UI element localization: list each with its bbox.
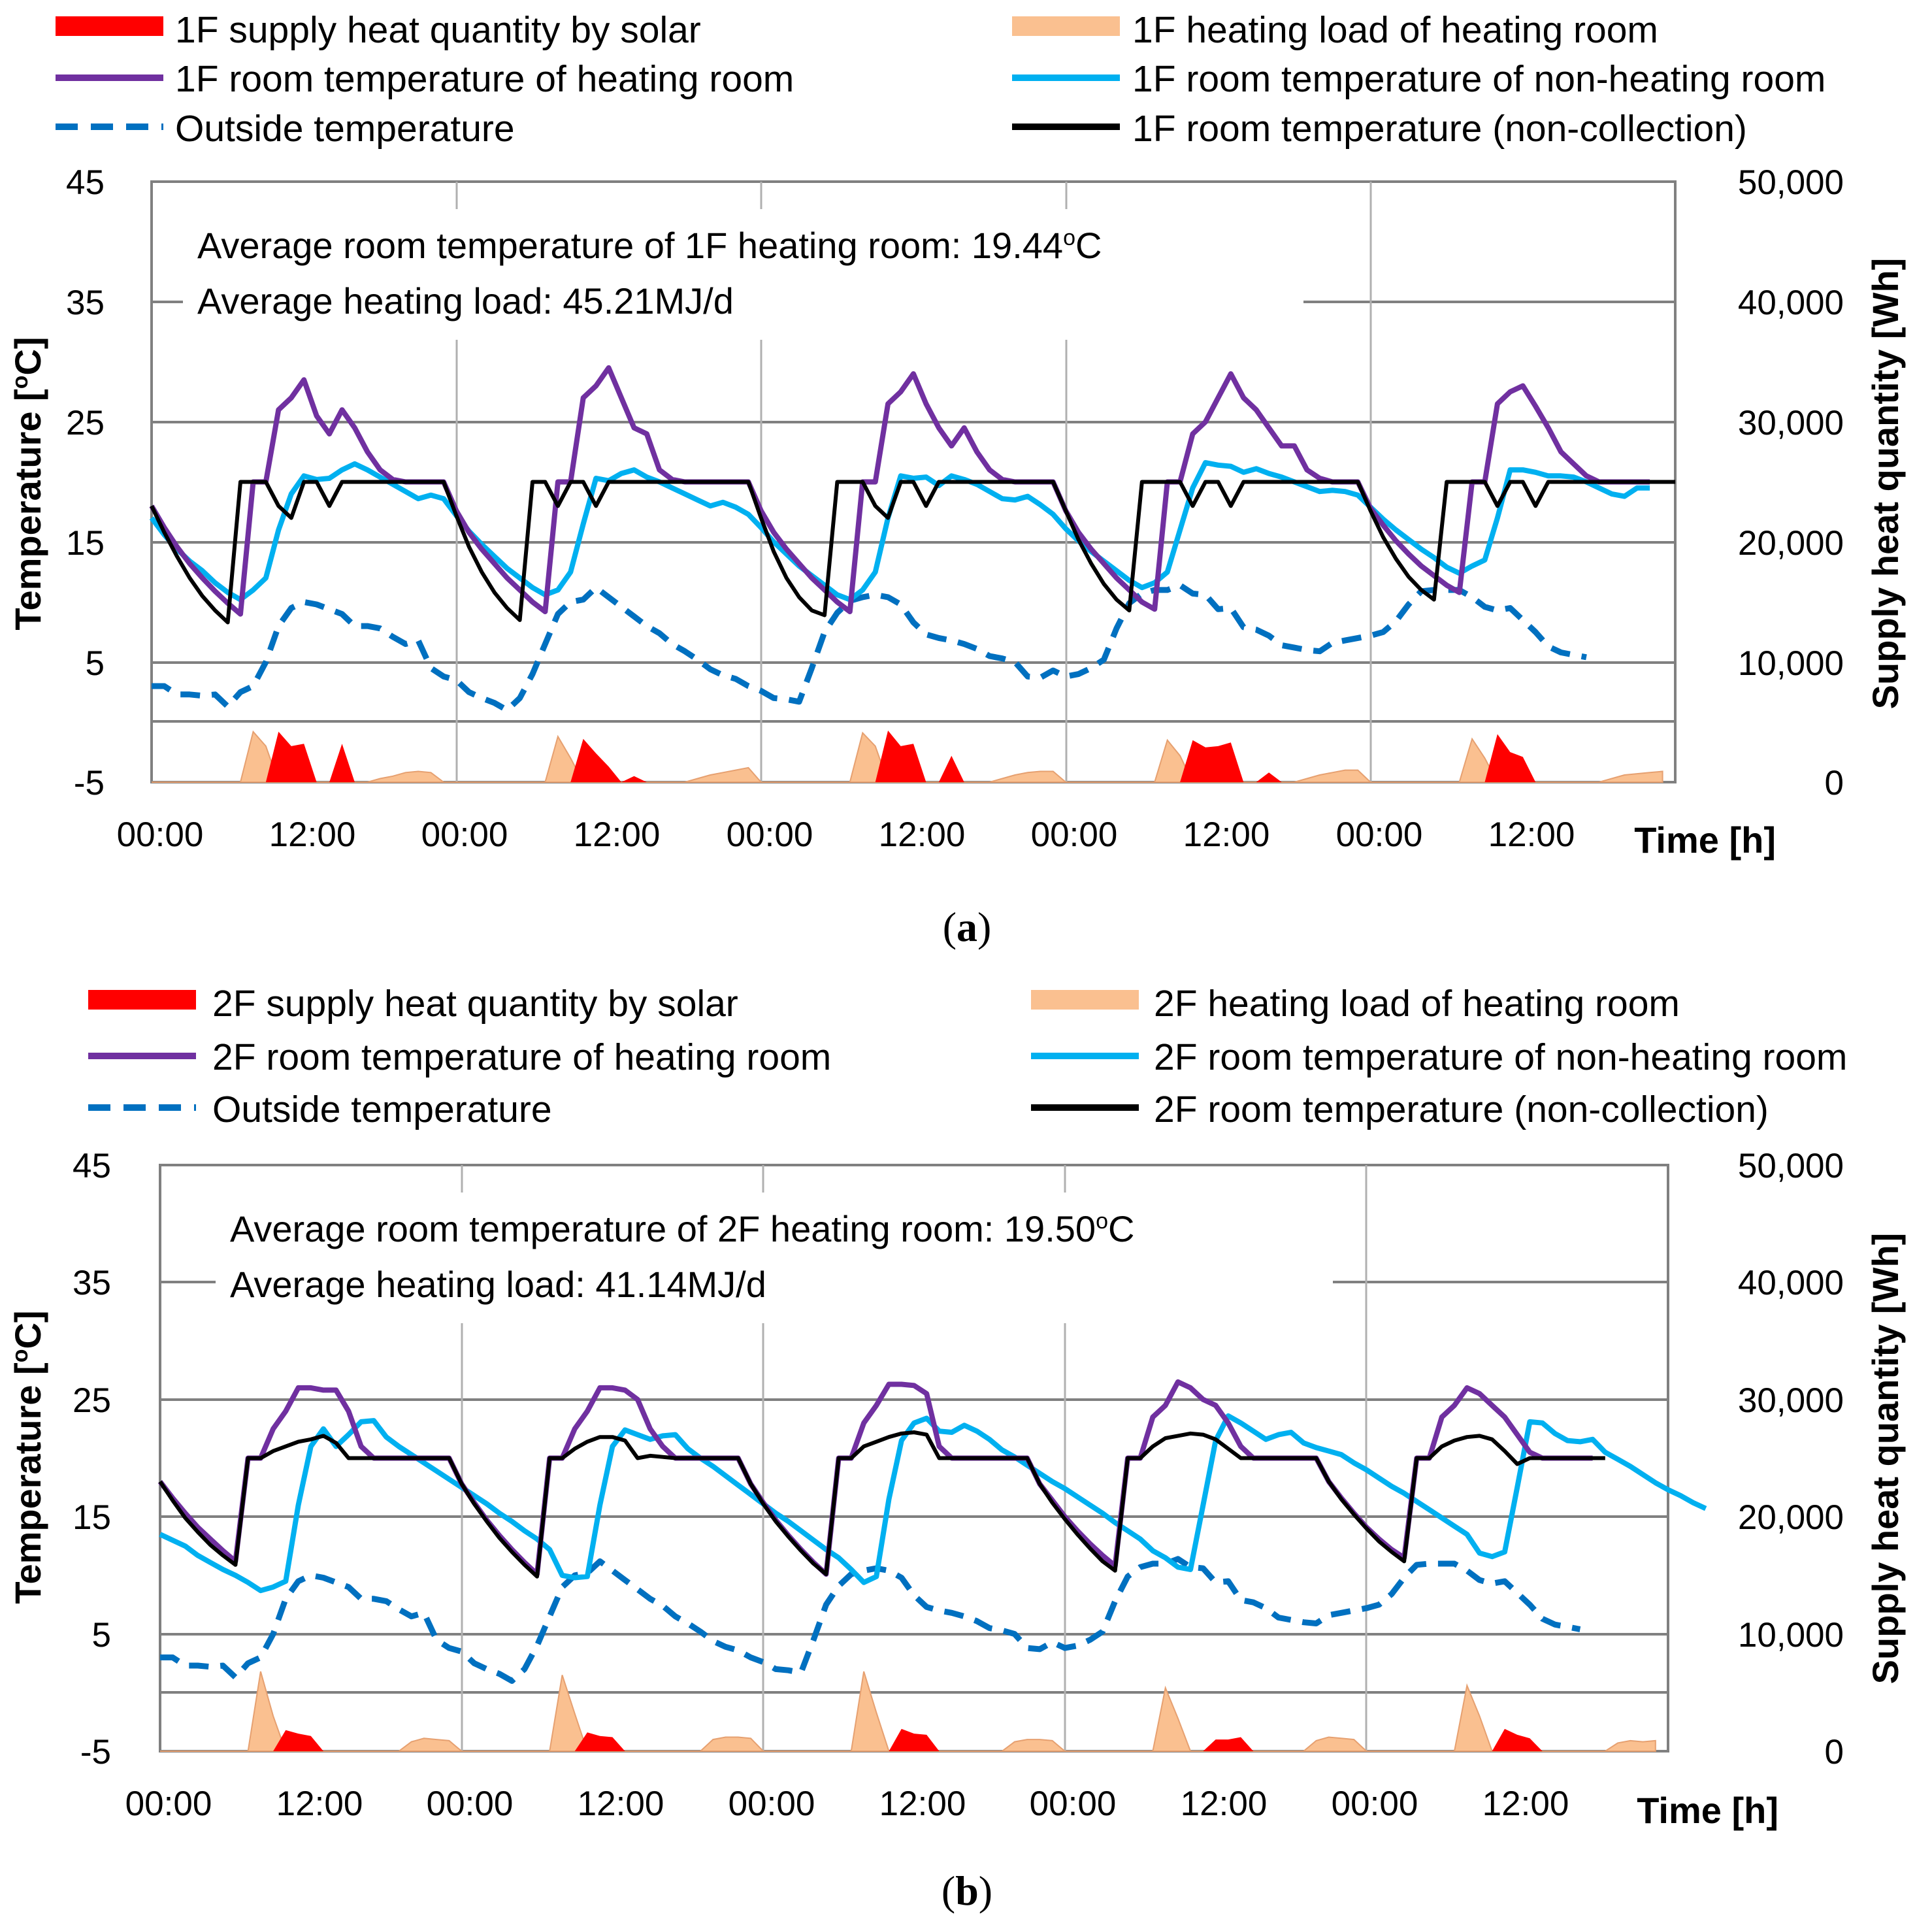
x-tick: 00:00 <box>421 815 508 854</box>
legend-swatch-load <box>1031 990 1139 1010</box>
y-left-tick: 45 <box>73 1147 111 1185</box>
annotation-line1-b: Average room temperature of 2F heating r… <box>230 1208 1134 1249</box>
annotation-box-a <box>183 209 1303 340</box>
x-tick: 12:00 <box>276 1785 363 1823</box>
series-group-b <box>157 1379 1707 1752</box>
annotation-line1-a: Average room temperature of 1F heating r… <box>197 225 1102 266</box>
legend-label-outside: Outside temperature <box>175 108 515 150</box>
annotation-box-b <box>216 1193 1333 1323</box>
y-left-tick: 25 <box>73 1381 111 1420</box>
series-line-noncollection <box>150 480 1675 625</box>
series-line-outside <box>152 582 1587 714</box>
panel-a: 1F supply heat quantity by solar 1F heat… <box>7 9 1906 950</box>
y-left-axis-label-b: Temperature [oC] <box>7 1310 48 1604</box>
y-right-ticks-a: 50,000 40,000 30,000 20,000 10,000 0 <box>1738 163 1844 802</box>
y-right-tick: 0 <box>1825 764 1844 802</box>
y-left-tick: 45 <box>66 163 105 202</box>
x-tick: 12:00 <box>578 1785 664 1823</box>
x-tick: 12:00 <box>1482 1785 1569 1823</box>
legend-label-outside: Outside temperature <box>212 1089 552 1130</box>
x-tick: 00:00 <box>117 815 204 854</box>
panel-b: 2F supply heat quantity by solar 2F heat… <box>7 983 1906 1914</box>
y-right-tick: 10,000 <box>1738 1616 1844 1654</box>
legend-swatch-solar <box>88 990 196 1010</box>
annotation-line2-b: Average heating load: 41.14MJ/d <box>230 1264 766 1305</box>
x-tick: 12:00 <box>574 815 661 854</box>
x-tick: 00:00 <box>125 1785 212 1823</box>
y-left-ticks-a: 45 35 25 15 5 -5 <box>66 163 105 802</box>
x-tick: 00:00 <box>1031 815 1118 854</box>
y-left-tick: 5 <box>86 644 105 683</box>
y-left-tick: 15 <box>66 524 105 563</box>
legend-label-nonheating: 1F room temperature of non-heating room <box>1132 58 1826 100</box>
y-right-tick: 20,000 <box>1738 524 1844 563</box>
y-right-tick: 40,000 <box>1738 1264 1844 1302</box>
legend-label-heating: 1F room temperature of heating room <box>175 58 794 100</box>
x-tick: 12:00 <box>879 815 966 854</box>
x-axis-label-a: Time [h] <box>1634 819 1776 861</box>
x-tick: 00:00 <box>729 1785 815 1823</box>
legend-label-noncollection: 1F room temperature (non-collection) <box>1132 108 1747 150</box>
y-right-tick: 30,000 <box>1738 404 1844 442</box>
caption-a: (a) <box>943 904 992 950</box>
series-line-outside <box>160 1556 1581 1684</box>
series-area-solar <box>152 731 1650 782</box>
legend-swatch-load <box>1012 16 1120 36</box>
series-group-a <box>149 365 1675 783</box>
x-axis-label-b: Time [h] <box>1637 1790 1778 1831</box>
legend-swatch-solar <box>56 16 163 36</box>
legend-label-load: 1F heating load of heating room <box>1132 9 1658 51</box>
legend-label-heating: 2F room temperature of heating room <box>212 1036 831 1078</box>
x-tick: 00:00 <box>1332 1785 1418 1823</box>
y-right-axis-label-b: Supply heat quantity [Wh] <box>1865 1233 1906 1685</box>
y-left-tick: 35 <box>66 284 105 322</box>
x-tick: 12:00 <box>1181 1785 1268 1823</box>
y-right-tick: 30,000 <box>1738 1381 1844 1420</box>
caption-b: (b) <box>941 1867 992 1914</box>
legend-a: 1F supply heat quantity by solar 1F heat… <box>56 9 1826 150</box>
x-tick: 12:00 <box>879 1785 966 1823</box>
y-left-ticks-b: 45 35 25 15 5 -5 <box>73 1147 111 1771</box>
y-left-tick: -5 <box>74 764 105 802</box>
annotation-line2-a: Average heating load: 45.21MJ/d <box>197 280 734 321</box>
x-tick: 12:00 <box>269 815 356 854</box>
y-right-axis-label-a: Supply heat quantity [Wh] <box>1865 258 1906 710</box>
y-left-tick: 25 <box>66 404 105 442</box>
y-right-tick: 10,000 <box>1738 644 1844 683</box>
x-tick: 12:00 <box>1183 815 1270 854</box>
y-left-tick: 35 <box>73 1264 111 1302</box>
x-tick: 00:00 <box>727 815 813 854</box>
series-area-solar <box>160 1728 1656 1751</box>
y-right-tick: 40,000 <box>1738 284 1844 322</box>
x-tick: 00:00 <box>427 1785 514 1823</box>
series-line-nonheating <box>149 460 1650 602</box>
y-right-tick: 50,000 <box>1738 1147 1844 1185</box>
x-ticks-b: 00:00 12:00 00:00 12:00 00:00 12:00 00:0… <box>125 1785 1569 1823</box>
y-left-tick: 5 <box>92 1616 111 1654</box>
y-right-tick: 20,000 <box>1738 1498 1844 1537</box>
x-tick: 12:00 <box>1488 815 1575 854</box>
x-tick: 00:00 <box>1336 815 1423 854</box>
y-left-tick: -5 <box>80 1733 111 1771</box>
x-tick: 00:00 <box>1030 1785 1117 1823</box>
legend-b: 2F supply heat quantity by solar 2F heat… <box>88 983 1847 1130</box>
y-left-axis-label-a: Temperature [oC] <box>7 337 48 630</box>
y-left-tick: 15 <box>73 1498 111 1537</box>
y-right-tick: 50,000 <box>1738 163 1844 202</box>
legend-label-noncollection: 2F room temperature (non-collection) <box>1154 1089 1769 1130</box>
y-right-tick: 0 <box>1825 1733 1844 1771</box>
x-ticks-a: 00:00 12:00 00:00 12:00 00:00 12:00 00:0… <box>117 815 1575 854</box>
legend-label-solar: 1F supply heat quantity by solar <box>175 9 701 51</box>
legend-label-load: 2F heating load of heating room <box>1154 983 1680 1025</box>
legend-label-nonheating: 2F room temperature of non-heating room <box>1154 1036 1847 1078</box>
series-line-noncollection <box>158 1430 1605 1579</box>
legend-label-solar: 2F supply heat quantity by solar <box>212 983 738 1025</box>
y-right-ticks-b: 50,000 40,000 30,000 20,000 10,000 0 <box>1738 1147 1844 1771</box>
